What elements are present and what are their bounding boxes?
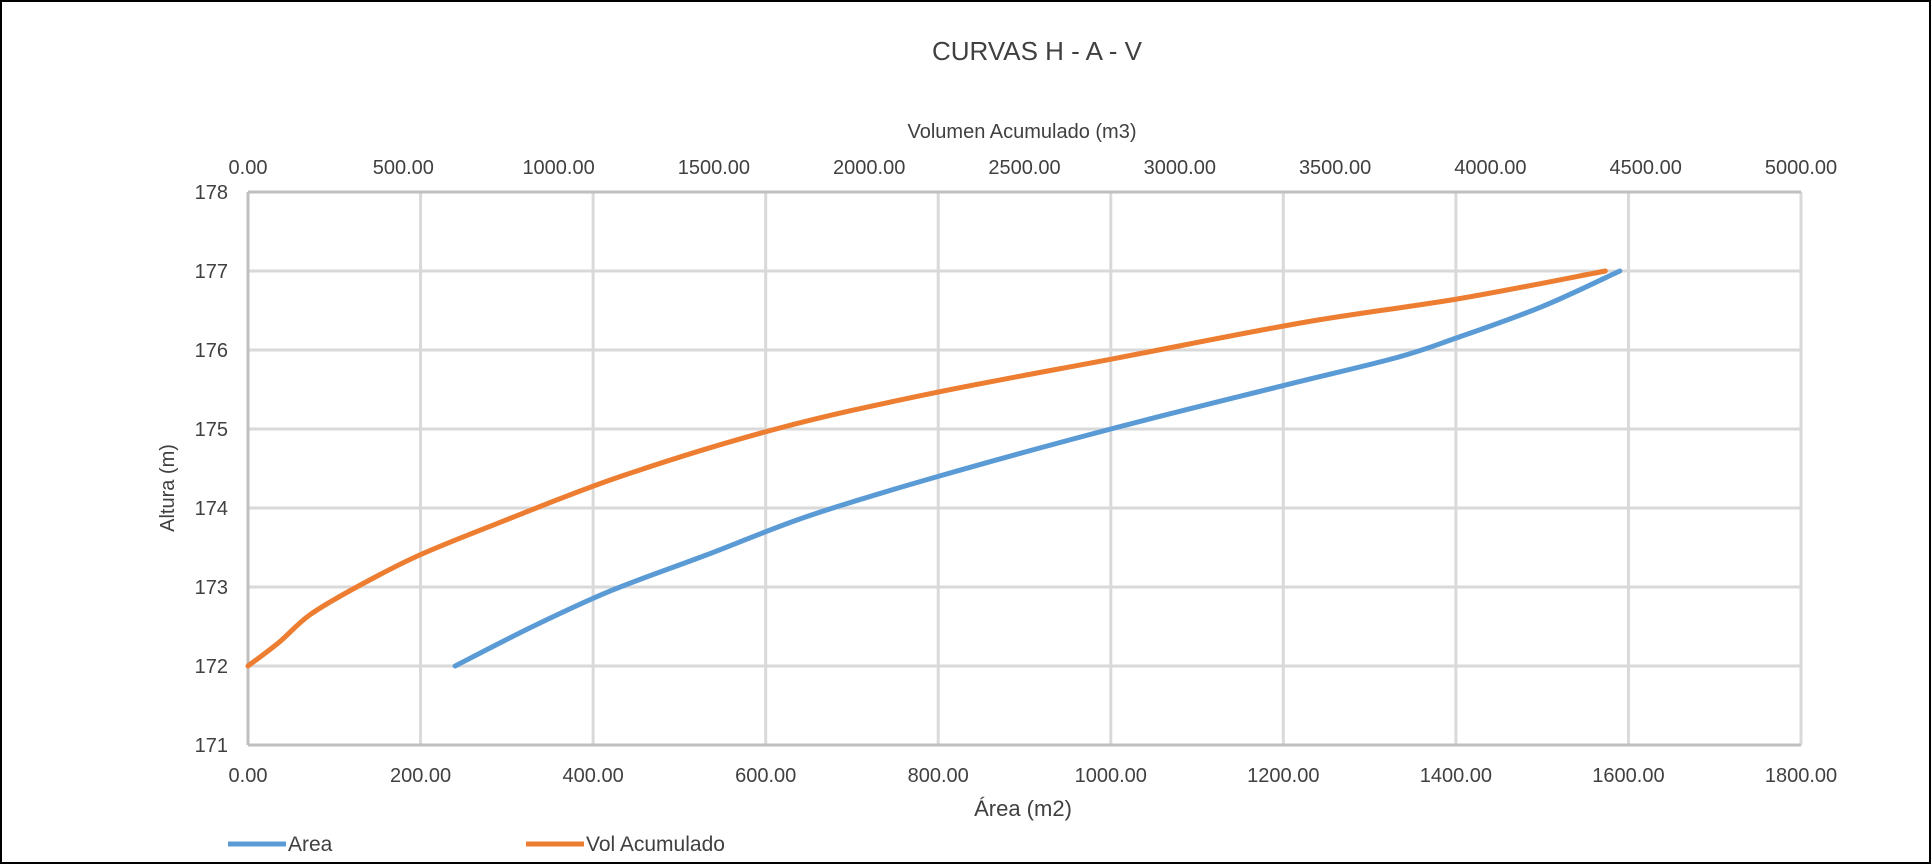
legend-item-vol-acumulado: Vol Acumulado xyxy=(526,833,725,856)
x-tick-label: 1600.00 xyxy=(1592,765,1664,787)
top-axis-label: Volumen Acumulado (m3) xyxy=(907,121,1136,143)
y-axis-label: Altura (m) xyxy=(157,444,179,532)
x2-tick-label: 0.00 xyxy=(229,157,268,179)
x-tick-label: 600.00 xyxy=(735,765,796,787)
x2-tick-label: 2000.00 xyxy=(833,157,905,179)
x-tick-label: 1000.00 xyxy=(1075,765,1147,787)
x-tick-label: 1400.00 xyxy=(1420,765,1492,787)
y-tick-label: 178 xyxy=(195,182,228,204)
legend: Area Vol Acumulado xyxy=(228,833,725,856)
y-tick-label: 172 xyxy=(195,656,228,678)
x-tick-label: 800.00 xyxy=(908,765,969,787)
series-lines xyxy=(245,268,1623,669)
x-tick-label: 200.00 xyxy=(390,765,451,787)
x-tick-label: 0.00 xyxy=(229,765,268,787)
x2-tick-label: 1000.00 xyxy=(522,157,594,179)
tick-labels: 0.00 200.00 400.00 600.00 800.00 1000.00 1200.… xyxy=(195,157,1838,787)
y-tick-label: 176 xyxy=(195,340,228,362)
x-tick-label: 1800.00 xyxy=(1765,765,1837,787)
x2-tick-label: 3500.00 xyxy=(1299,157,1371,179)
legend-label-area: Area xyxy=(288,833,333,856)
x-tick-label: 1200.00 xyxy=(1247,765,1319,787)
legend-label-vol-acumulado: Vol Acumulado xyxy=(586,833,725,856)
series-line-vol-acumulado xyxy=(245,268,1608,669)
axes xyxy=(246,190,1801,747)
legend-item-area: Area xyxy=(228,833,333,856)
bottom-axis-label: Área (m2) xyxy=(974,796,1072,821)
x2-tick-label: 4500.00 xyxy=(1610,157,1682,179)
x2-tick-label: 500.00 xyxy=(373,157,434,179)
gridlines xyxy=(248,190,1803,745)
x2-tick-label: 1500.00 xyxy=(678,157,750,179)
y-tick-label: 173 xyxy=(195,577,228,599)
x2-tick-label: 3000.00 xyxy=(1144,157,1216,179)
x2-tick-label: 4000.00 xyxy=(1454,157,1526,179)
x-tick-label: 400.00 xyxy=(563,765,624,787)
y-tick-label: 177 xyxy=(195,261,228,283)
x2-tick-label: 2500.00 xyxy=(988,157,1060,179)
y-tick-label: 175 xyxy=(195,419,228,441)
x2-tick-label: 5000.00 xyxy=(1765,157,1837,179)
series-line-area xyxy=(452,268,1623,669)
y-tick-label: 171 xyxy=(195,735,228,757)
chart-title: CURVAS H - A - V xyxy=(932,36,1143,66)
y-tick-label: 174 xyxy=(195,498,228,520)
